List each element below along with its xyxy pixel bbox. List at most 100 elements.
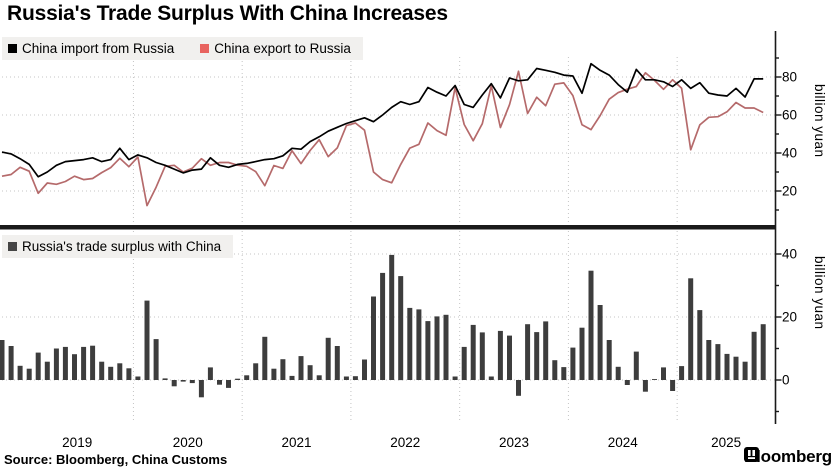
surplus-bar bbox=[588, 270, 594, 380]
export-line bbox=[1, 70, 764, 207]
y-tick-label: 20 bbox=[782, 184, 797, 199]
y-tick-label: 80 bbox=[782, 70, 797, 85]
surplus-bar bbox=[416, 309, 422, 380]
y-tick-label: 60 bbox=[782, 108, 797, 123]
surplus-bar bbox=[670, 380, 676, 391]
surplus-bar bbox=[652, 379, 657, 380]
legend-item-export: China export to Russia bbox=[200, 41, 351, 56]
surplus-bar bbox=[552, 360, 558, 380]
x-axis-year-label: 2024 bbox=[608, 435, 639, 450]
surplus-bar bbox=[180, 380, 186, 382]
surplus-bar bbox=[298, 356, 304, 380]
surplus-bar bbox=[316, 375, 322, 380]
legend-label-import: China import from Russia bbox=[22, 41, 175, 56]
surplus-bar bbox=[633, 351, 639, 380]
import-legend-marker-icon bbox=[8, 44, 17, 53]
surplus-legend-marker-icon bbox=[8, 242, 17, 251]
x-axis-year-label: 2025 bbox=[711, 435, 741, 450]
surplus-bar bbox=[642, 380, 648, 392]
surplus-bar bbox=[62, 346, 68, 380]
surplus-bar bbox=[135, 376, 141, 380]
surplus-bar bbox=[461, 346, 467, 380]
surplus-bar bbox=[507, 335, 512, 380]
surplus-bar bbox=[44, 361, 50, 380]
surplus-bar bbox=[579, 327, 585, 380]
chart-title: Russia's Trade Surplus With China Increa… bbox=[7, 2, 448, 25]
surplus-bar bbox=[724, 353, 730, 380]
panel-separator bbox=[0, 225, 775, 230]
surplus-bar bbox=[697, 310, 703, 380]
surplus-bar bbox=[407, 307, 413, 380]
x-axis-year-label: 2023 bbox=[499, 435, 529, 450]
surplus-bar bbox=[72, 354, 77, 380]
surplus-bar bbox=[733, 356, 739, 380]
surplus-bar bbox=[334, 346, 340, 380]
surplus-bar bbox=[280, 359, 286, 380]
surplus-bar bbox=[53, 348, 59, 380]
surplus-bar bbox=[479, 332, 485, 380]
surplus-bar bbox=[35, 352, 41, 380]
y-axis-unit-label-top: billion yuan bbox=[812, 84, 827, 158]
surplus-bar bbox=[108, 366, 114, 380]
surplus-bar bbox=[217, 380, 222, 385]
surplus-bar bbox=[362, 359, 367, 380]
x-axis-year-label: 2021 bbox=[281, 435, 311, 450]
surplus-bar bbox=[153, 339, 159, 380]
export-legend-marker-icon bbox=[200, 44, 210, 53]
surplus-bar bbox=[715, 344, 721, 380]
source-note: Source: Bloomberg, China Customs bbox=[4, 452, 228, 467]
surplus-bar bbox=[688, 278, 694, 380]
surplus-bar bbox=[371, 296, 376, 380]
surplus-bar bbox=[661, 367, 666, 380]
y-axis-unit-label-bottom: billion yuan bbox=[812, 256, 827, 330]
surplus-bar bbox=[398, 276, 404, 381]
import-line bbox=[1, 62, 764, 178]
surplus-bar bbox=[534, 332, 540, 380]
surplus-bar bbox=[706, 340, 712, 380]
surplus-bar bbox=[352, 376, 358, 380]
surplus-bar bbox=[235, 378, 241, 380]
surplus-bar bbox=[262, 336, 268, 380]
surplus-bar bbox=[488, 376, 494, 380]
surplus-bar bbox=[425, 321, 431, 380]
surplus-bar bbox=[380, 272, 386, 380]
surplus-bar bbox=[543, 321, 549, 380]
surplus-bar bbox=[253, 363, 259, 380]
y-tick-label: 0 bbox=[782, 373, 790, 388]
surplus-bar bbox=[525, 324, 531, 380]
surplus-bar bbox=[470, 324, 476, 380]
bottom-legend: Russia's trade surplus with China bbox=[2, 235, 234, 258]
surplus-bar bbox=[597, 305, 603, 380]
surplus-bar bbox=[90, 345, 96, 380]
y-tick-label: 40 bbox=[782, 146, 797, 161]
x-axis-year-label: 2019 bbox=[62, 435, 92, 450]
surplus-bar bbox=[516, 380, 521, 396]
surplus-bar bbox=[452, 376, 458, 380]
y-tick-label: 40 bbox=[782, 247, 797, 262]
legend-item-import: China import from Russia bbox=[8, 41, 174, 56]
top-legend: China import from Russia China export to… bbox=[2, 37, 363, 60]
surplus-bar bbox=[760, 324, 766, 380]
surplus-bar bbox=[497, 330, 503, 380]
legend-label-export: China export to Russia bbox=[214, 41, 351, 56]
surplus-bar bbox=[26, 368, 32, 380]
surplus-bar bbox=[244, 375, 250, 380]
surplus-bar bbox=[17, 365, 23, 380]
x-axis-year-label: 2022 bbox=[390, 435, 420, 450]
surplus-bar bbox=[679, 366, 685, 380]
surplus-bar bbox=[126, 368, 132, 380]
surplus-bar bbox=[606, 340, 612, 380]
surplus-bar bbox=[307, 365, 313, 380]
surplus-bar bbox=[207, 367, 213, 380]
legend-label-surplus: Russia's trade surplus with China bbox=[22, 239, 222, 254]
surplus-bar bbox=[389, 254, 395, 380]
bloomberg-brand: Bloomberg bbox=[744, 447, 832, 467]
bloomberg-terminal-icon bbox=[744, 447, 760, 462]
surplus-bar bbox=[615, 366, 621, 380]
surplus-bar bbox=[0, 340, 5, 380]
x-axis-year-label: 2020 bbox=[173, 435, 203, 450]
surplus-bar bbox=[81, 346, 87, 380]
surplus-bar bbox=[742, 361, 748, 380]
surplus-bar bbox=[189, 380, 195, 384]
